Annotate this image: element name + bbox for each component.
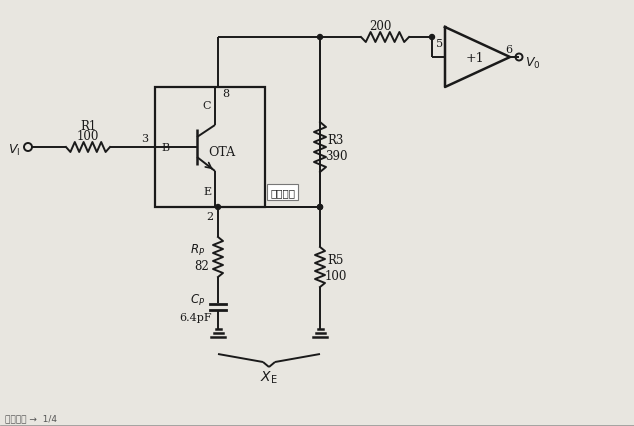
Text: E: E (203, 187, 211, 196)
Text: R5: R5 (328, 253, 344, 266)
Text: $V_0$: $V_0$ (525, 55, 541, 70)
Circle shape (318, 35, 323, 40)
Text: $R_P$: $R_P$ (190, 242, 205, 257)
Text: 5: 5 (436, 39, 444, 49)
Text: 2: 2 (207, 211, 214, 222)
Text: 6.4pF: 6.4pF (179, 312, 212, 322)
Text: 200: 200 (369, 20, 391, 33)
Text: R3: R3 (328, 133, 344, 146)
Text: OTA: OTA (209, 146, 236, 159)
Text: 8: 8 (223, 89, 230, 99)
Circle shape (318, 205, 323, 210)
Text: $X_{\mathrm{E}}$: $X_{\mathrm{E}}$ (260, 369, 278, 385)
Bar (155, 88, 265, 207)
Text: C: C (203, 101, 211, 111)
Text: R1: R1 (80, 119, 96, 132)
Text: $V_{\mathrm{I}}$: $V_{\mathrm{I}}$ (8, 142, 20, 157)
Text: 查看详细: 查看详细 (270, 187, 295, 198)
Text: 查看详细 →  1/4: 查看详细 → 1/4 (5, 414, 57, 423)
Circle shape (318, 205, 323, 210)
Circle shape (216, 205, 221, 210)
Text: B: B (161, 143, 169, 153)
Text: 82: 82 (195, 259, 209, 272)
Text: $C_P$: $C_P$ (190, 292, 205, 307)
Circle shape (429, 35, 434, 40)
Text: 6: 6 (505, 45, 512, 55)
Text: 100: 100 (77, 129, 99, 142)
Text: 100: 100 (325, 269, 347, 282)
Text: 3: 3 (141, 134, 148, 144)
Text: +1: +1 (465, 52, 484, 64)
Text: 390: 390 (325, 149, 347, 162)
